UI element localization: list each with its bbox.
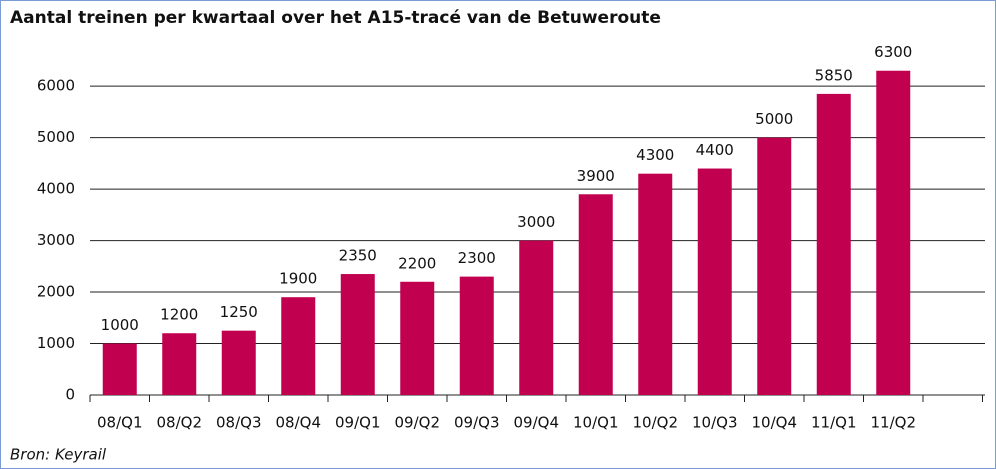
value-label: 5000 <box>755 110 793 128</box>
bar <box>281 297 316 395</box>
value-label: 4400 <box>696 141 734 159</box>
value-label: 4300 <box>636 146 674 164</box>
bar <box>757 137 792 395</box>
bar <box>400 281 435 395</box>
x-tick-label: 11/Q2 <box>871 414 917 432</box>
value-label: 2300 <box>458 249 496 267</box>
bar <box>816 93 851 395</box>
bar <box>102 343 137 395</box>
y-tick-label: 1000 <box>37 334 75 352</box>
y-tick-label: 0 <box>65 386 75 404</box>
value-label: 1900 <box>279 270 317 288</box>
y-tick-label: 4000 <box>37 180 75 198</box>
bar <box>221 330 256 395</box>
x-tick-label: 10/Q1 <box>573 414 619 432</box>
x-tick-label: 09/Q3 <box>454 414 500 432</box>
x-tick-label: 08/Q3 <box>216 414 262 432</box>
y-tick-label: 5000 <box>37 128 75 146</box>
x-tick-label: 09/Q4 <box>514 414 560 432</box>
y-tick-label: 6000 <box>37 77 75 95</box>
bar <box>697 168 732 395</box>
value-label: 1250 <box>220 303 258 321</box>
x-tick-label: 09/Q1 <box>335 414 381 432</box>
bar <box>459 276 494 395</box>
value-label: 6300 <box>874 43 912 61</box>
bar <box>340 274 375 395</box>
y-tick-label: 2000 <box>37 283 75 301</box>
bar <box>638 173 673 395</box>
x-tick-label: 09/Q2 <box>395 414 441 432</box>
x-tick-label: 11/Q1 <box>811 414 857 432</box>
x-tick-label: 08/Q4 <box>276 414 322 432</box>
value-label: 2350 <box>339 247 377 265</box>
bar <box>162 333 197 395</box>
source: Bron: Keyrail <box>10 446 107 464</box>
value-label: 3900 <box>577 167 615 185</box>
y-tick-label: 3000 <box>37 231 75 249</box>
x-tick-label: 10/Q4 <box>752 414 798 432</box>
value-label: 1200 <box>160 306 198 324</box>
bar <box>578 194 613 395</box>
value-label: 2200 <box>398 254 436 272</box>
chart-title: Aantal treinen per kwartaal over het A15… <box>10 8 661 28</box>
x-tick-label: 08/Q1 <box>97 414 143 432</box>
bar <box>876 70 911 395</box>
value-label: 1000 <box>101 316 139 334</box>
x-tick-label: 10/Q2 <box>633 414 679 432</box>
x-tick-label: 08/Q2 <box>157 414 203 432</box>
bar <box>519 240 554 395</box>
value-label: 3000 <box>517 213 555 231</box>
x-tick-label: 10/Q3 <box>692 414 738 432</box>
value-label: 5850 <box>815 66 853 84</box>
